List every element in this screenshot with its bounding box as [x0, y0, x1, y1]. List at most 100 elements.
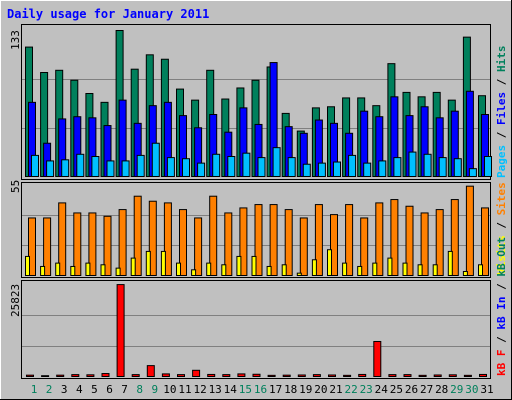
visits-bar-day-19: [296, 272, 302, 276]
sites-bar-day-26: [405, 205, 414, 276]
visits-bar-day-18: [281, 264, 287, 277]
visits-bar-day-11: [176, 262, 181, 277]
sites-bar-day-10: [163, 202, 172, 276]
x-label-day-9: 9: [151, 383, 158, 396]
pages-bar-day-10: [166, 157, 175, 178]
kbf-bar-day-19: [297, 374, 306, 378]
kbf-bar-day-5: [86, 374, 95, 378]
sites-bar-day-18: [284, 209, 293, 276]
x-label-day-18: 18: [284, 383, 297, 396]
visits-bar-day-7: [115, 267, 121, 276]
ymax-label-kb: 25823: [9, 284, 22, 317]
sites-bar-day-21: [330, 214, 338, 276]
kbf-bar-day-28: [433, 374, 442, 378]
sites-bar-day-14: [224, 212, 233, 277]
x-label-day-24: 24: [375, 383, 389, 396]
legend-hits-label: Hits: [495, 46, 508, 73]
kbf-bar-day-15: [237, 373, 246, 377]
sites-bar-day-15: [239, 207, 248, 276]
legend-kbin: kB In: [495, 297, 508, 330]
visits-bar-day-16: [251, 255, 257, 277]
sites-bar-day-1: [28, 217, 36, 276]
sites-bar-day-31: [481, 207, 489, 276]
legend-hits: Pages / Files / Hits: [495, 46, 508, 179]
sites-bar-day-23: [360, 217, 369, 276]
x-label-day-27: 27: [420, 383, 433, 396]
x-label-day-2: 2: [46, 383, 53, 396]
legend-visits: Visits: [495, 235, 508, 275]
pages-bar-day-16: [257, 157, 266, 178]
visits-bar-day-29: [447, 250, 453, 276]
kbf-bar-day-17: [267, 374, 276, 378]
pages-bar-day-19: [302, 163, 311, 178]
pages-bar-day-4: [76, 153, 85, 177]
pages-bar-day-8: [136, 154, 145, 177]
pages-bar-day-17: [272, 147, 281, 178]
kbf-bar-day-30: [463, 374, 472, 378]
x-label-day-22: 22: [344, 383, 357, 396]
visits-bar-day-14: [221, 264, 227, 277]
x-label-day-19: 19: [299, 383, 312, 396]
visits-bar-day-31: [478, 264, 483, 277]
x-label-day-31: 31: [480, 383, 493, 396]
pages-bar-day-3: [61, 159, 70, 178]
sites-bar-day-16: [254, 204, 263, 276]
visits-bar-day-24: [372, 262, 378, 277]
pages-bar-day-11: [182, 158, 190, 177]
visits-bar-day-12: [191, 269, 197, 276]
pages-bar-day-23: [363, 162, 372, 177]
kbf-bar-day-13: [207, 373, 216, 378]
panel-kb: [21, 280, 491, 379]
x-label-day-29: 29: [450, 383, 463, 396]
pages-bar-day-6: [106, 160, 115, 177]
pages-bar-day-31: [484, 156, 492, 177]
visits-bar-day-30: [462, 270, 468, 276]
pages-bar-day-13: [212, 153, 221, 177]
kbf-bar-day-4: [71, 374, 80, 377]
visits-bar-day-9: [145, 250, 151, 276]
kbf-bar-day-27: [418, 374, 427, 378]
sites-bar-day-22: [345, 204, 354, 276]
legend-sites: Visits / Sites: [495, 182, 508, 275]
pages-bar-day-14: [227, 156, 236, 177]
visits-bar-day-25: [387, 257, 393, 277]
pages-bar-day-21: [333, 161, 341, 178]
visits-bar-day-3: [55, 262, 61, 277]
kbf-bar-day-12: [192, 369, 201, 378]
kbf-bar-day-8: [131, 374, 140, 377]
x-label-day-5: 5: [91, 383, 98, 396]
x-label-day-7: 7: [121, 383, 128, 396]
pages-bar-day-15: [242, 152, 251, 177]
sites-bar-day-24: [375, 202, 384, 276]
x-axis-labels: 1 2 3 4 5 6 7 8 9 10 11 12 13 14 15 16 17 18 19 20 21 22 23 24 2…: [31, 383, 494, 396]
pages-bar-day-28: [438, 157, 447, 178]
sites-bar-day-5: [88, 212, 97, 277]
sites-bar-day-20: [314, 204, 323, 276]
sites-bar-day-25: [390, 199, 399, 277]
x-label-day-13: 13: [209, 383, 222, 396]
sites-bar-day-28: [435, 209, 444, 276]
kbf-bar-day-23: [358, 373, 367, 378]
x-label-day-15: 15: [239, 383, 252, 396]
pages-bar-day-22: [348, 154, 357, 177]
visits-bar-day-22: [342, 262, 348, 277]
kbf-bar-day-18: [282, 374, 291, 377]
pages-bar-day-27: [423, 153, 432, 177]
x-label-day-11: 11: [178, 383, 191, 396]
sites-bar-day-7: [118, 209, 127, 276]
sites-bar-day-17: [269, 204, 278, 276]
kbf-bar-day-22: [343, 374, 352, 378]
x-label-day-26: 26: [405, 383, 418, 396]
chart-marks: [22, 30, 492, 378]
pages-bar-day-30: [468, 168, 477, 178]
pages-bar-day-5: [91, 156, 100, 177]
kbf-bar-day-6: [101, 373, 110, 378]
kbf-bar-day-21: [328, 374, 336, 378]
x-label-day-8: 8: [136, 383, 143, 396]
visits-bar-day-28: [432, 264, 438, 277]
legend-kbf: kB F: [495, 350, 508, 377]
x-label-day-25: 25: [390, 383, 403, 396]
visits-bar-day-8: [130, 257, 136, 277]
x-label-day-4: 4: [76, 383, 83, 396]
kbf-bar-day-16: [252, 373, 261, 377]
